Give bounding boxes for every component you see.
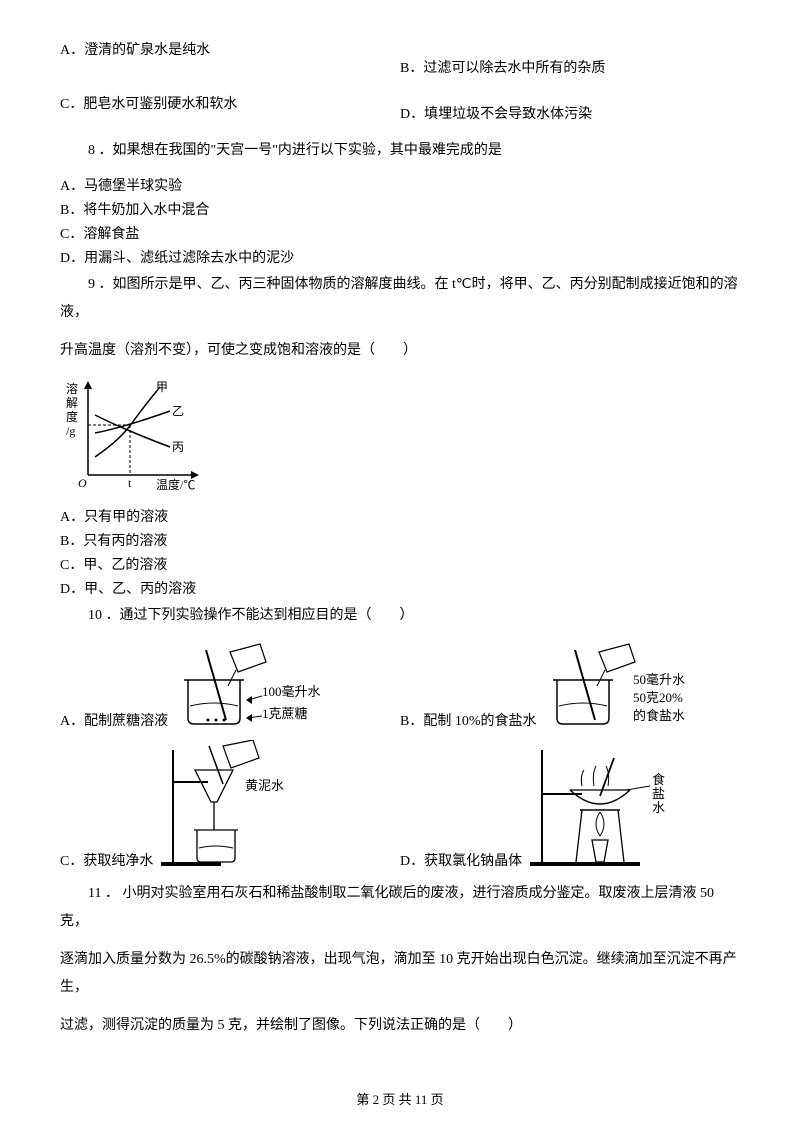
q9-optD: D．甲、乙、丙的溶液 xyxy=(60,578,740,598)
page-footer: 第 2 页 共 11 页 xyxy=(0,1089,800,1108)
q9-optC: C．甲、乙的溶液 xyxy=(60,554,740,574)
q10-imgD-l1: 食 xyxy=(652,772,665,787)
q10-imgA: 100毫升水 1克蔗糖 xyxy=(168,640,348,730)
footer-total: 11 xyxy=(415,1092,428,1107)
q8-optD: D．用漏斗、滤纸过滤除去水中的泥沙 xyxy=(60,247,740,267)
q10-imgB: 50毫升水 50克20% 的食盐水 xyxy=(537,640,707,730)
q9-xlabel: 温度/℃ xyxy=(156,477,195,492)
q8-optC: C．溶解食盐 xyxy=(60,223,740,243)
q8-optA: A．马德堡半球实验 xyxy=(60,175,740,195)
q7-optA: A．澄清的矿泉水是纯水 xyxy=(60,43,210,58)
q10-imgD: 食 盐 水 xyxy=(522,740,702,870)
q10-imgD-l2: 盐 xyxy=(652,786,665,801)
q9-yi: 乙 xyxy=(172,404,184,418)
q9-chart: 溶 解 度 /g O t 温度/℃ 甲 乙 丙 xyxy=(60,375,740,500)
q9-t: t xyxy=(128,476,132,490)
q7-row1: A．澄清的矿泉水是纯水 B．过滤可以除去水中所有的杂质 xyxy=(60,40,740,80)
footer-mid: 页 共 xyxy=(379,1092,415,1107)
q10-imgC: 黄泥水 xyxy=(153,740,323,870)
q9-yl4: /g xyxy=(66,424,75,438)
q10-row2: C．获取纯净水 黄泥水 D．获取氯化钠晶体 xyxy=(60,740,740,870)
q10-optD: D．获取氯化钠晶体 xyxy=(400,850,522,870)
q10-imgB-s1: 50克20% xyxy=(633,690,683,705)
q9-optA: A．只有甲的溶液 xyxy=(60,506,740,526)
q9-stem1: 9 ．如图所示是甲、乙、丙三种固体物质的溶解度曲线。在 t℃时，将甲、乙、丙分别… xyxy=(60,271,740,327)
q9-stem2: 升高温度（溶剂不变），可使之变成饱和溶液的是（ ） xyxy=(60,337,740,365)
q11-stem2: 逐滴加入质量分数为 26.5%的碳酸钠溶液，出现气泡，滴加至 10 克开始出现白… xyxy=(60,946,740,1002)
q10-stem: 10 ．通过下列实验操作不能达到相应目的是（ ） xyxy=(60,602,740,630)
footer-suffix: 页 xyxy=(427,1092,443,1107)
q10-optC: C．获取纯净水 xyxy=(60,850,153,870)
q9-jia: 甲 xyxy=(156,380,168,394)
q10-imgB-water: 50毫升水 xyxy=(633,672,685,687)
q10-row1: A．配制蔗糖溶液 100毫升水 1克蔗糖 B．配制 10%的食盐水 xyxy=(60,640,740,730)
q9-yl2: 解 xyxy=(66,396,78,410)
q9-bing: 丙 xyxy=(172,440,184,454)
q8-optB: B．将牛奶加入水中混合 xyxy=(60,199,740,219)
q9-optB: B．只有丙的溶液 xyxy=(60,530,740,550)
q11-stem1: 11 ． 小明对实验室用石灰石和稀盐酸制取二氧化碳后的废液，进行溶质成分鉴定。取… xyxy=(60,880,740,936)
q9-yl1: 溶 xyxy=(66,381,78,396)
q11-stem3: 过滤，测得沉淀的质量为 5 克，并绘制了图像。下列说法正确的是（ ） xyxy=(60,1012,740,1040)
q8-stem: 8 ．如果想在我国的"天宫一号"内进行以下实验，其中最难完成的是 xyxy=(60,137,740,165)
q7-optD: D．填埋垃圾不会导致水体污染 xyxy=(400,107,592,122)
q10-optB: B．配制 10%的食盐水 xyxy=(400,710,537,730)
footer-prefix: 第 xyxy=(356,1092,372,1107)
q10-imgB-s2: 的食盐水 xyxy=(633,708,685,723)
q7-optB: B．过滤可以除去水中所有的杂质 xyxy=(400,61,605,76)
q10-optA: A．配制蔗糖溶液 xyxy=(60,710,168,730)
q10-imgC-mud: 黄泥水 xyxy=(245,778,284,793)
q9-origin: O xyxy=(78,476,87,490)
q7-row2: C．肥皂水可鉴别硬水和软水 D．填埋垃圾不会导致水体污染 xyxy=(60,94,740,126)
q7-optC: C．肥皂水可鉴别硬水和软水 xyxy=(60,97,237,112)
q9-yl3: 度 xyxy=(66,409,78,424)
q10-imgA-sugar: 1克蔗糖 xyxy=(262,706,308,721)
q10-imgD-l3: 水 xyxy=(652,800,665,815)
q10-imgA-water: 100毫升水 xyxy=(262,684,321,699)
